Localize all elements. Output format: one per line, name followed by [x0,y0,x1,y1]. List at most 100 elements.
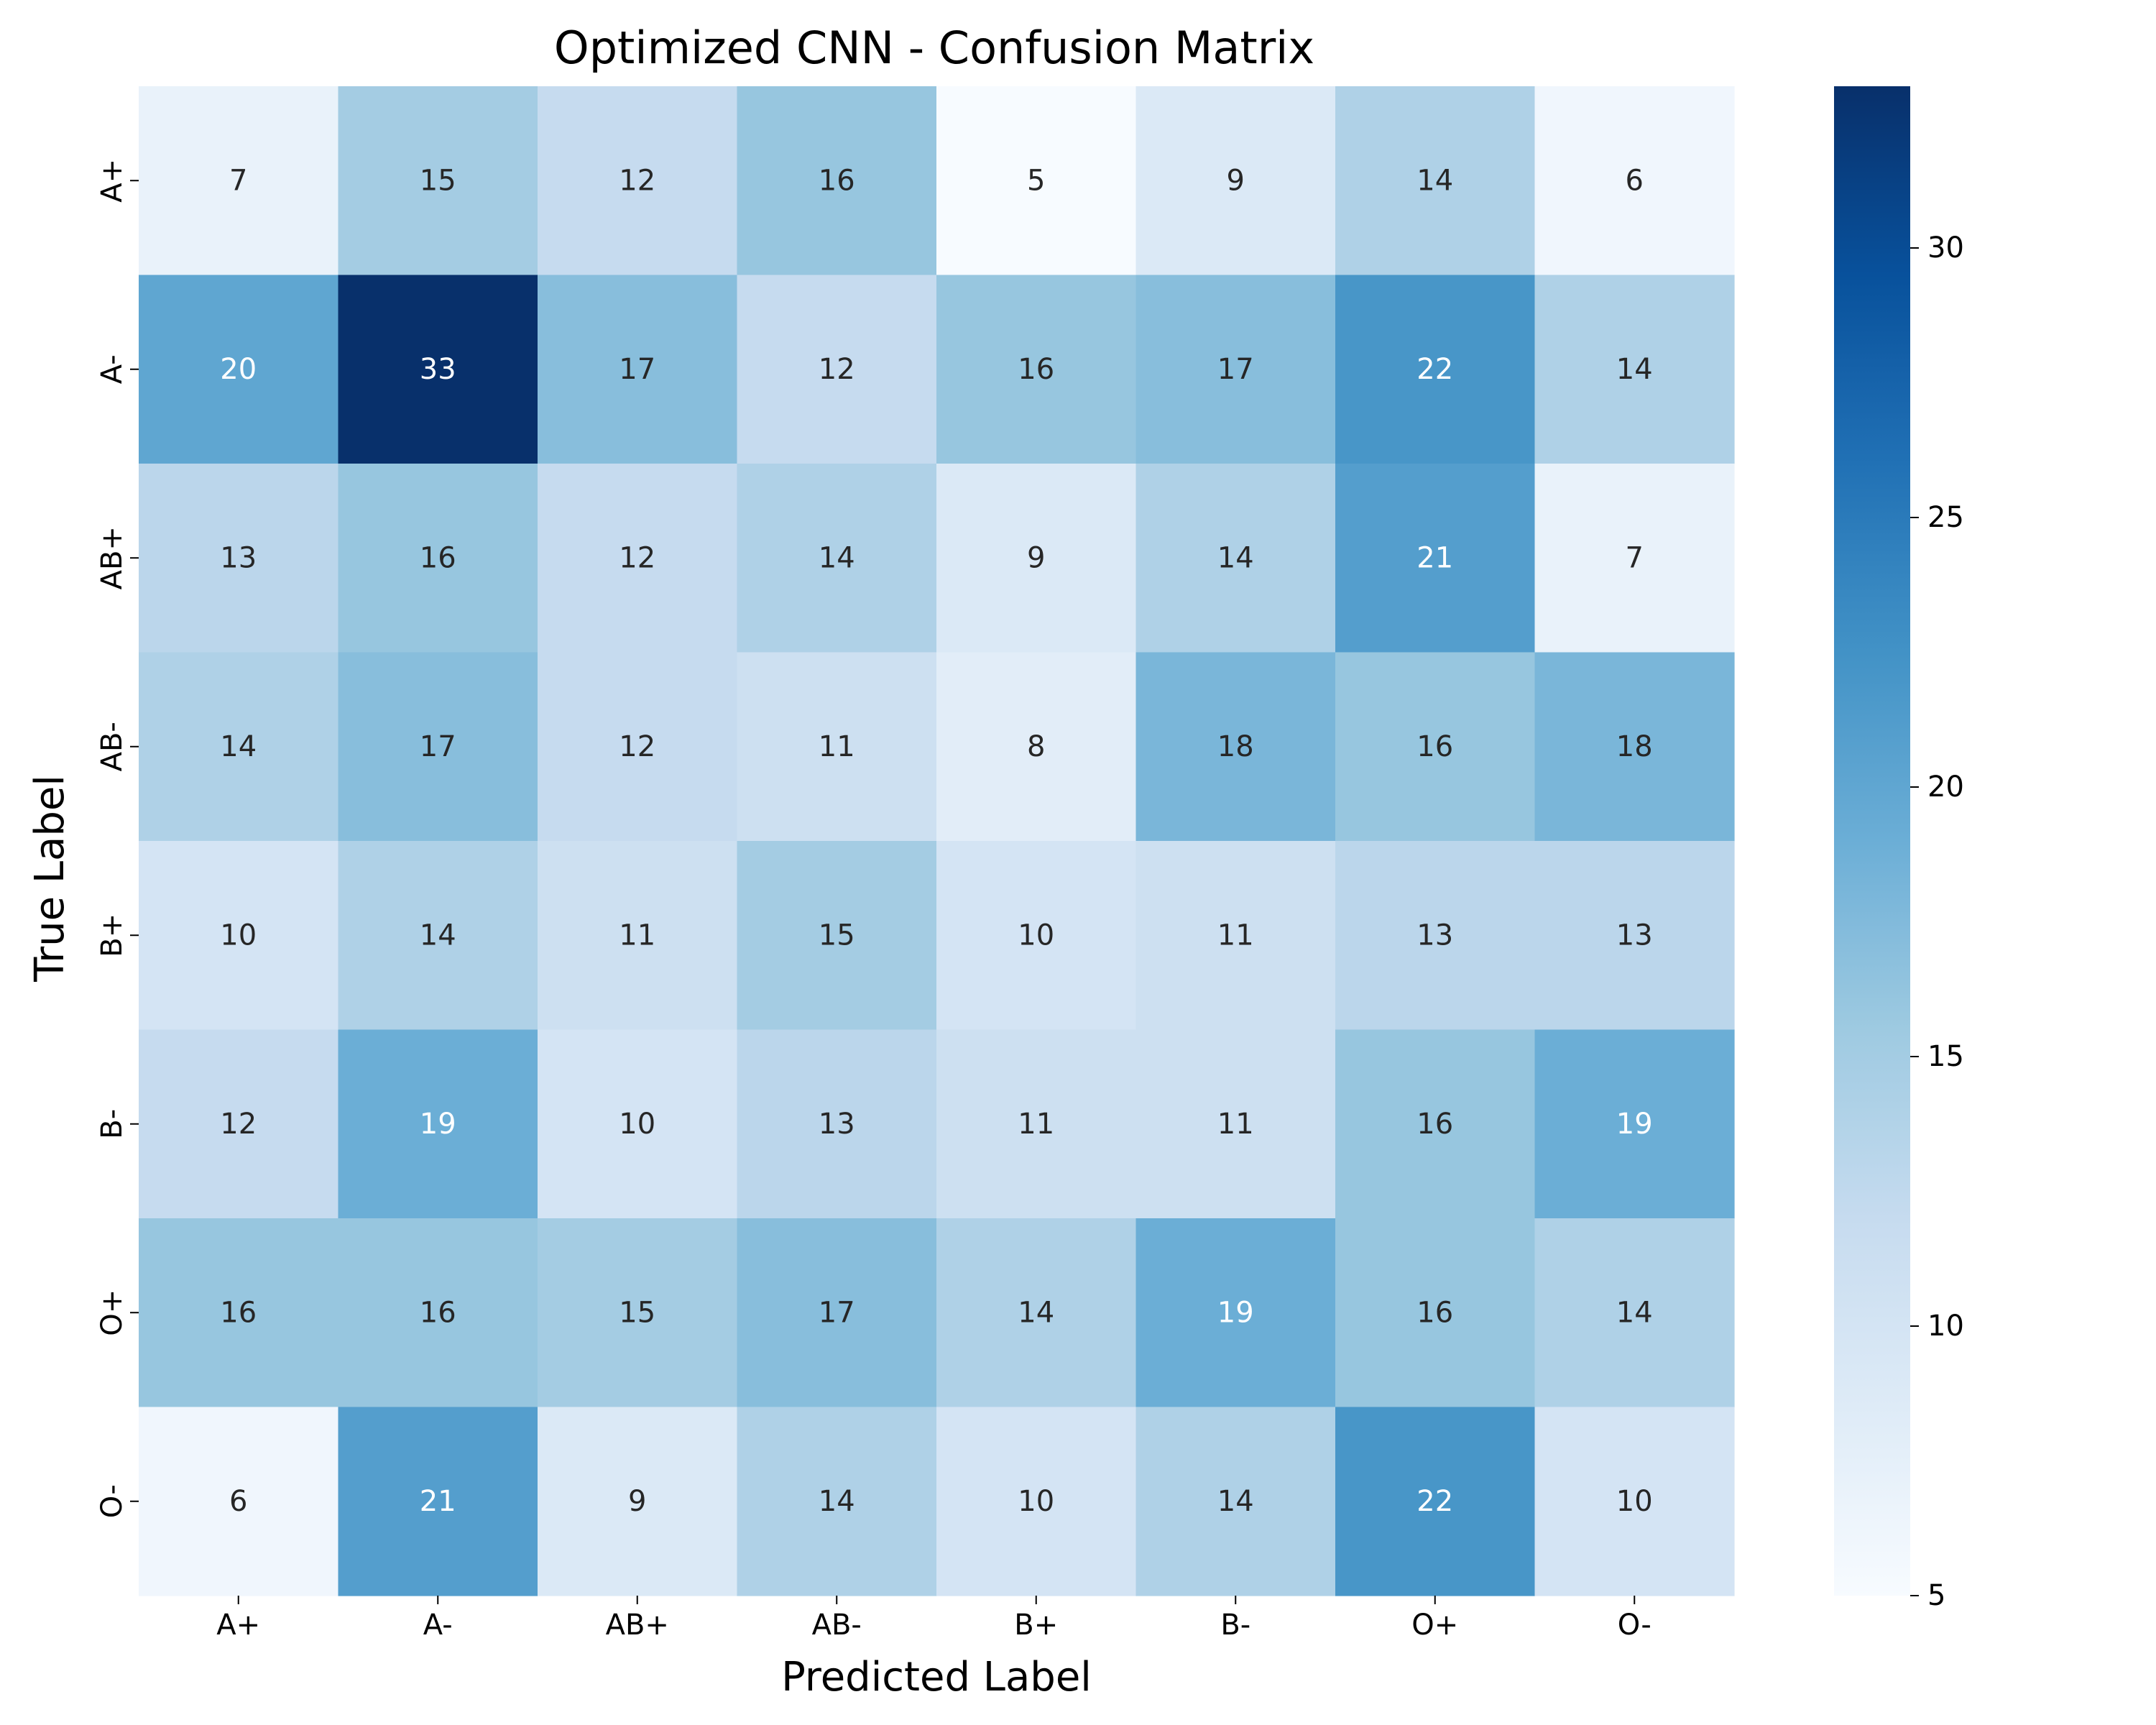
cell-value-label: 6 [1626,164,1644,197]
y-tick-label: A- [96,354,129,384]
heatmap-cell [139,841,339,1031]
colorbar-ticks: 5 10 15 20 25 30 [1910,231,1964,1612]
cell-value-label: 16 [1416,730,1453,763]
heatmap-cell [338,841,538,1031]
heatmap-cell [737,86,937,276]
heatmap-cell [338,464,538,653]
cell-value-label: 11 [1217,919,1254,952]
cell-value-label: 7 [1626,541,1644,574]
heatmap-cell [936,464,1137,653]
colorbar-tick-label: 25 [1927,501,1964,534]
x-tick-label: O+ [1411,1609,1458,1642]
cell-value-label: 11 [819,730,855,763]
heatmap-cell [737,652,937,842]
cell-value-label: 22 [1416,353,1453,386]
cell-value-label: 14 [1217,541,1254,574]
cell-value-label: 12 [819,353,855,386]
cell-value-label: 18 [1217,730,1254,763]
colorbar [1834,86,1910,1596]
cell-value-label: 10 [1616,1485,1653,1518]
heatmap-cell [538,86,738,276]
heatmap-cell [1135,841,1336,1031]
heatmap-cells [139,86,1735,1596]
cell-value-label: 7 [229,164,247,197]
cell-value-label: 8 [1027,730,1045,763]
colorbar-tick-label: 10 [1927,1310,1964,1343]
cell-value-label: 9 [628,1485,646,1518]
heatmap-cell [338,86,538,276]
cell-value-label: 33 [420,353,456,386]
y-tick-label: B- [96,1109,129,1139]
heatmap-cell [338,1029,538,1219]
heatmap-cell [936,275,1137,464]
heatmap-cell [1534,464,1735,653]
heatmap-cell [1534,1029,1735,1219]
heatmap-cell [936,652,1137,842]
heatmap-cell [1335,275,1536,464]
heatmap-cell [737,1029,937,1219]
cell-value-label: 13 [1416,919,1453,952]
heatmap-cell [737,1218,937,1408]
cell-value-label: 17 [1217,353,1254,386]
cell-value-label: 10 [1018,1485,1054,1518]
heatmap-cell [538,841,738,1031]
cell-value-label: 17 [420,730,456,763]
cell-value-label: 14 [420,919,456,952]
cell-value-label: 14 [220,730,257,763]
colorbar-tick-label: 20 [1927,770,1964,804]
heatmap-cell [1335,841,1536,1031]
y-tick-label: A+ [96,159,129,203]
y-tick-label: B+ [96,914,129,957]
heatmap-cell [538,1029,738,1219]
heatmap-cell [1335,652,1536,842]
cell-value-label: 16 [819,164,855,197]
cell-value-label: 14 [1616,353,1653,386]
heatmap-cell [1534,275,1735,464]
heatmap-cell [1534,1407,1735,1596]
heatmap-cell [1135,1029,1336,1219]
cell-value-label: 10 [619,1108,655,1141]
cell-value-label: 16 [1416,1108,1453,1141]
heatmap-cell [936,1029,1137,1219]
heatmap-cell [737,275,937,464]
cell-value-label: 14 [1018,1296,1054,1329]
cell-value-label: 16 [1018,353,1054,386]
cell-value-label: 16 [420,541,456,574]
cell-value-label: 19 [1217,1296,1254,1329]
heatmap-cell [1135,1218,1336,1408]
cell-value-label: 17 [619,353,655,386]
heatmap-cell [139,1029,339,1219]
y-tick-label: AB- [96,722,129,771]
heatmap-cell [936,86,1137,276]
x-axis-label: Predicted Label [781,1654,1092,1701]
heatmap-cell [1534,1218,1735,1408]
colorbar-tick-label: 30 [1927,231,1964,264]
cell-value-label: 13 [220,541,257,574]
cell-value-label: 14 [1416,164,1453,197]
cell-value-label: 19 [420,1108,456,1141]
heatmap-cell [139,1407,339,1596]
heatmap-cell [1335,464,1536,653]
heatmap-cell [538,464,738,653]
cell-value-label: 21 [420,1485,456,1518]
heatmap-cell [737,841,937,1031]
heatmap-cell [1135,1407,1336,1596]
heatmap-cell [338,652,538,842]
cell-value-label: 9 [1227,164,1245,197]
cell-value-label: 12 [220,1108,257,1141]
cell-value-label: 17 [819,1296,855,1329]
cell-value-label: 15 [619,1296,655,1329]
cell-value-label: 10 [1018,919,1054,952]
heatmap-cell [1135,652,1336,842]
heatmap-cell [139,86,339,276]
cell-value-label: 16 [220,1296,257,1329]
heatmap-cell [538,652,738,842]
cell-value-label: 12 [619,541,655,574]
heatmap-cell [1534,86,1735,276]
cell-value-label: 11 [619,919,655,952]
x-tick-label: B- [1220,1609,1250,1642]
cell-value-label: 20 [220,353,257,386]
cell-value-label: 13 [819,1108,855,1141]
cell-value-label: 12 [619,164,655,197]
